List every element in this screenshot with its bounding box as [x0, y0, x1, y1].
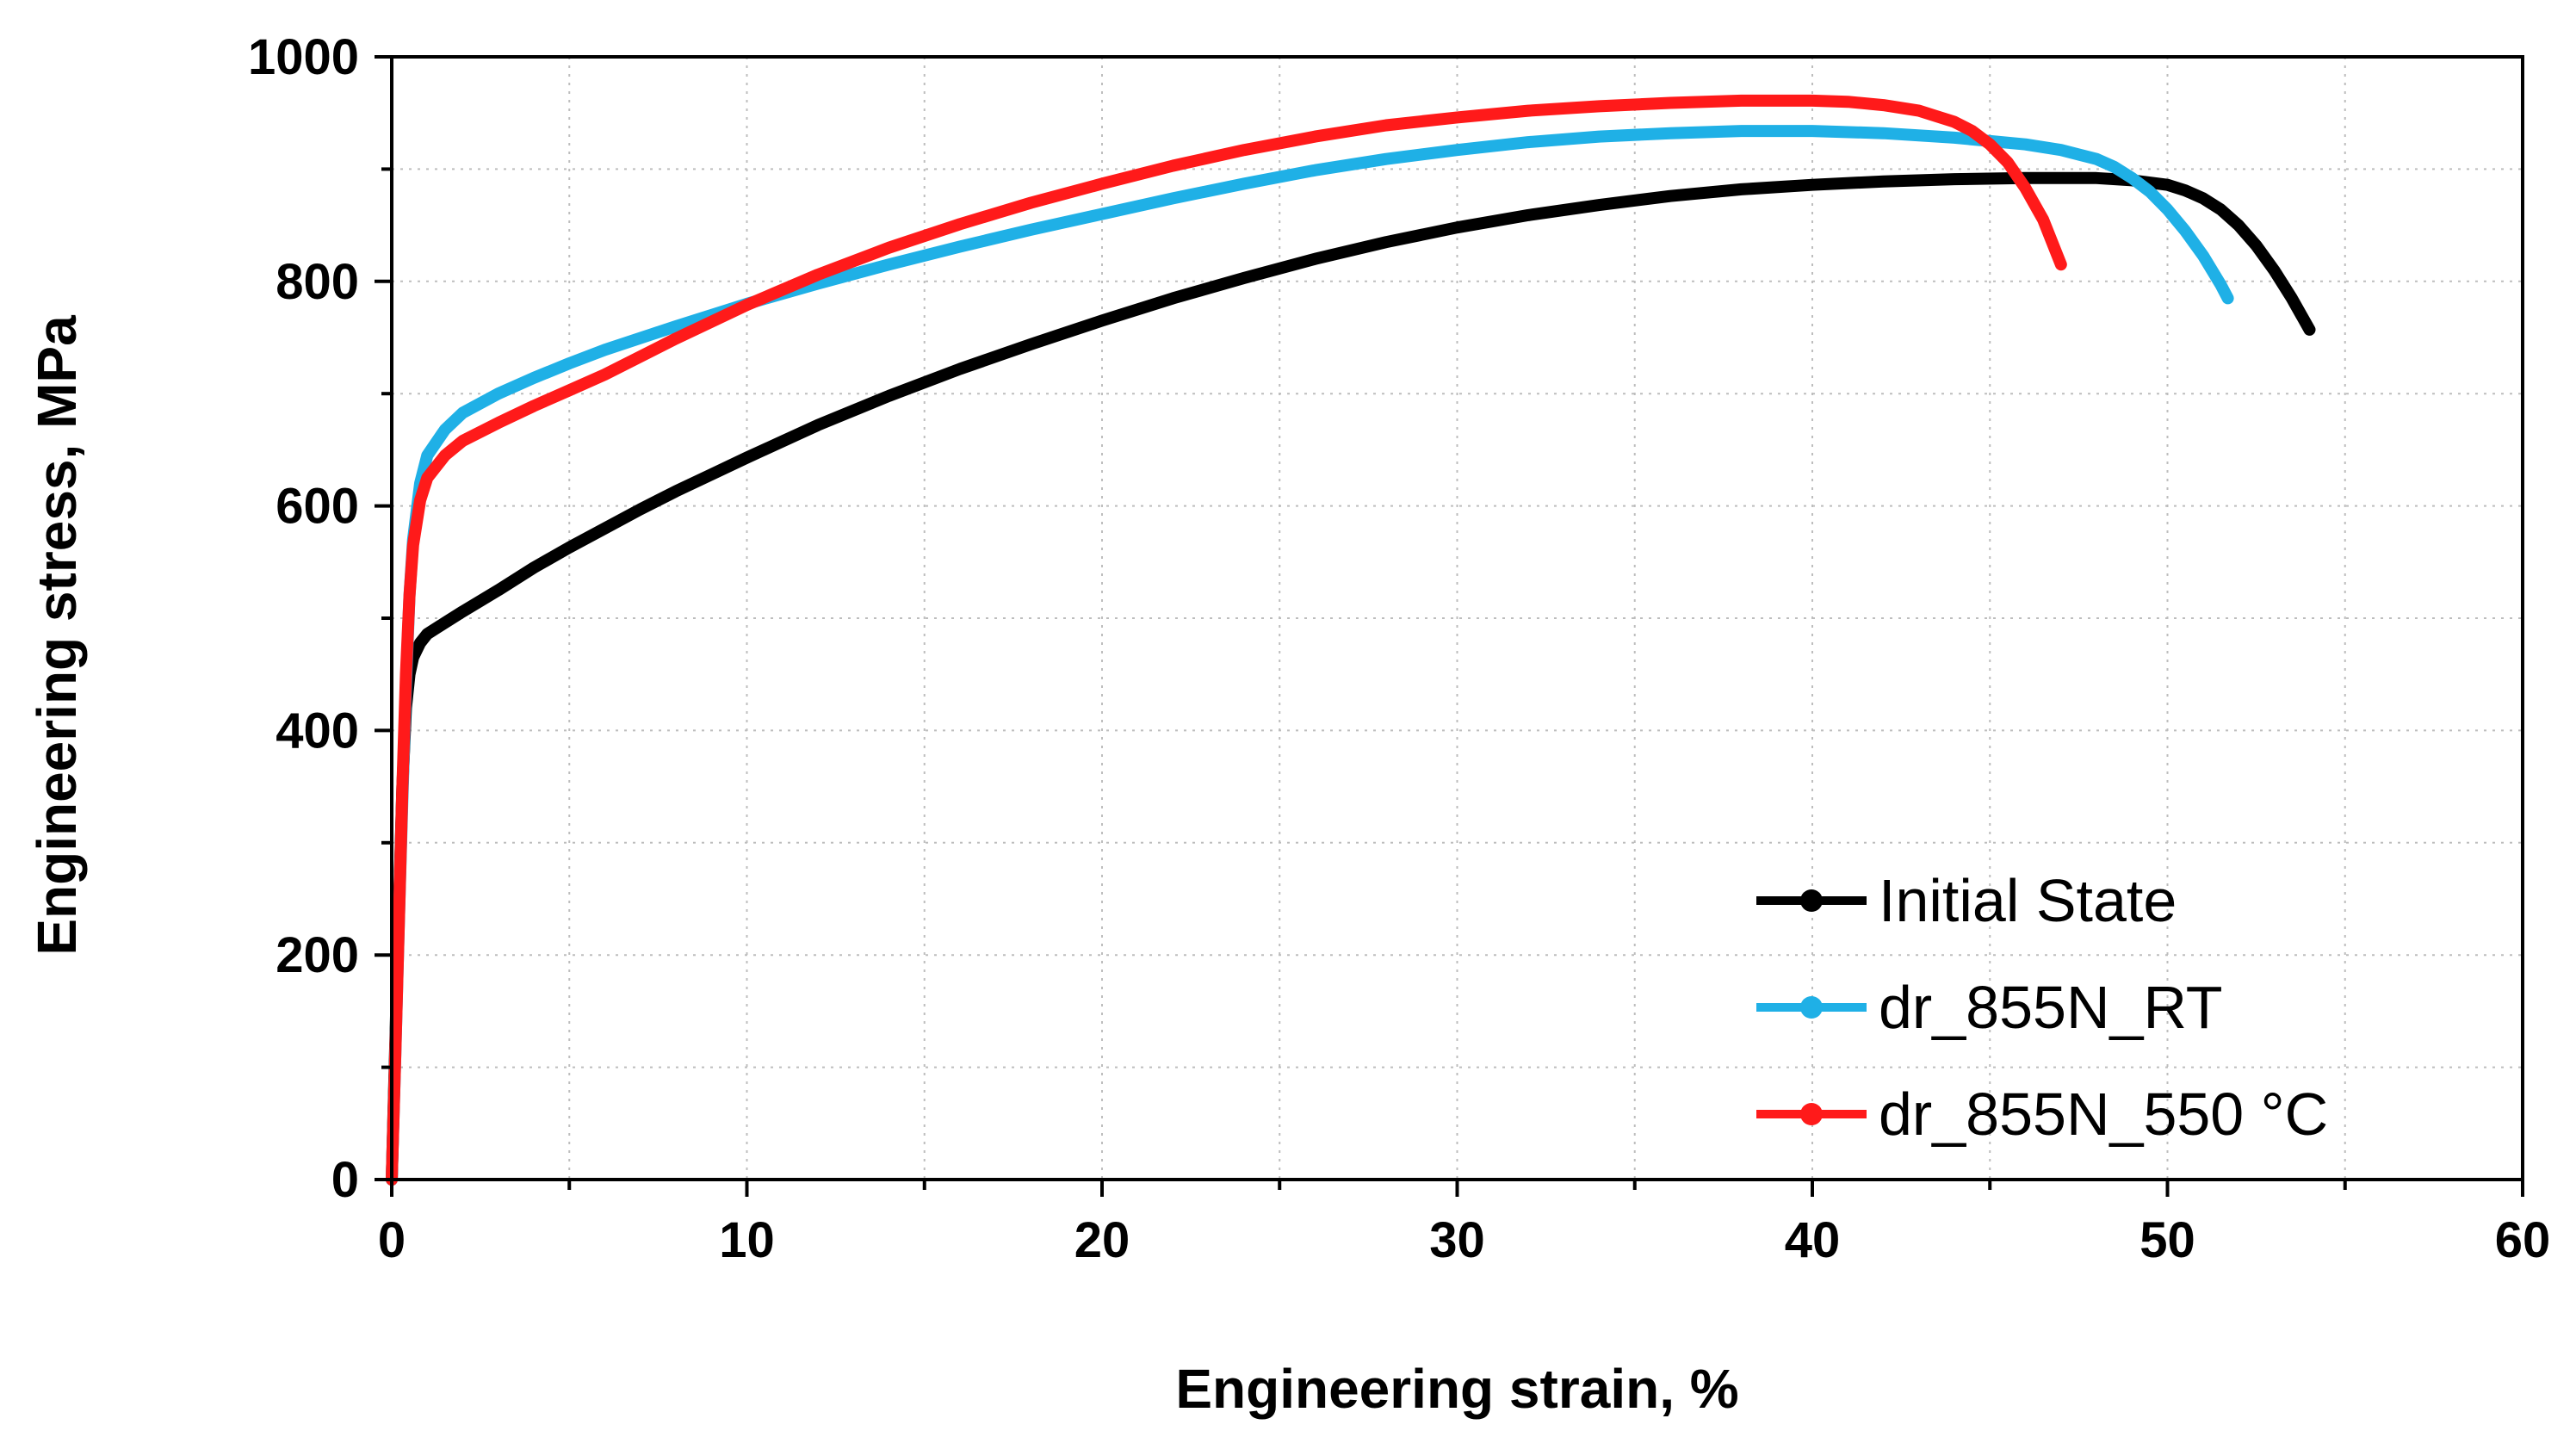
x-axis-title: Engineering strain, % — [1175, 1358, 1738, 1420]
y-tick-label: 1000 — [248, 29, 359, 85]
legend-marker-dr-855n-rt — [1800, 996, 1823, 1019]
y-tick-label: 400 — [276, 703, 359, 759]
x-tick-label: 60 — [2495, 1212, 2551, 1268]
legend: Initial State dr_855N_RT dr_855N_550 °C — [1756, 867, 2328, 1148]
x-tick-label: 30 — [1429, 1212, 1485, 1268]
legend-label-dr-855n-550-c: dr_855N_550 °C — [1879, 1081, 2328, 1148]
legend-marker-initial-state — [1800, 889, 1823, 912]
legend-label-dr-855n-rt: dr_855N_RT — [1879, 974, 2223, 1041]
series-line-dr-855n-rt — [386, 125, 2234, 1186]
series-line-initial-state — [386, 171, 2316, 1186]
x-tick-label: 20 — [1074, 1212, 1130, 1268]
series-line-dr-855n-550-c — [386, 94, 2067, 1186]
x-tick-label: 10 — [719, 1212, 775, 1268]
series-lines — [386, 94, 2316, 1186]
legend-marker-dr-855n-550-c — [1800, 1103, 1823, 1125]
y-tick-label: 800 — [276, 254, 359, 310]
y-tick-label: 0 — [331, 1152, 359, 1208]
legend-label-initial-state: Initial State — [1879, 867, 2177, 934]
x-tick-label: 50 — [2139, 1212, 2195, 1268]
x-tick-label: 40 — [1785, 1212, 1841, 1268]
x-tick-label: 0 — [378, 1212, 406, 1268]
gridlines — [392, 57, 2523, 1180]
y-axis-title: Engineering stress, MPa — [26, 315, 88, 956]
y-tick-label: 200 — [276, 927, 359, 983]
y-tick-label: 600 — [276, 479, 359, 535]
